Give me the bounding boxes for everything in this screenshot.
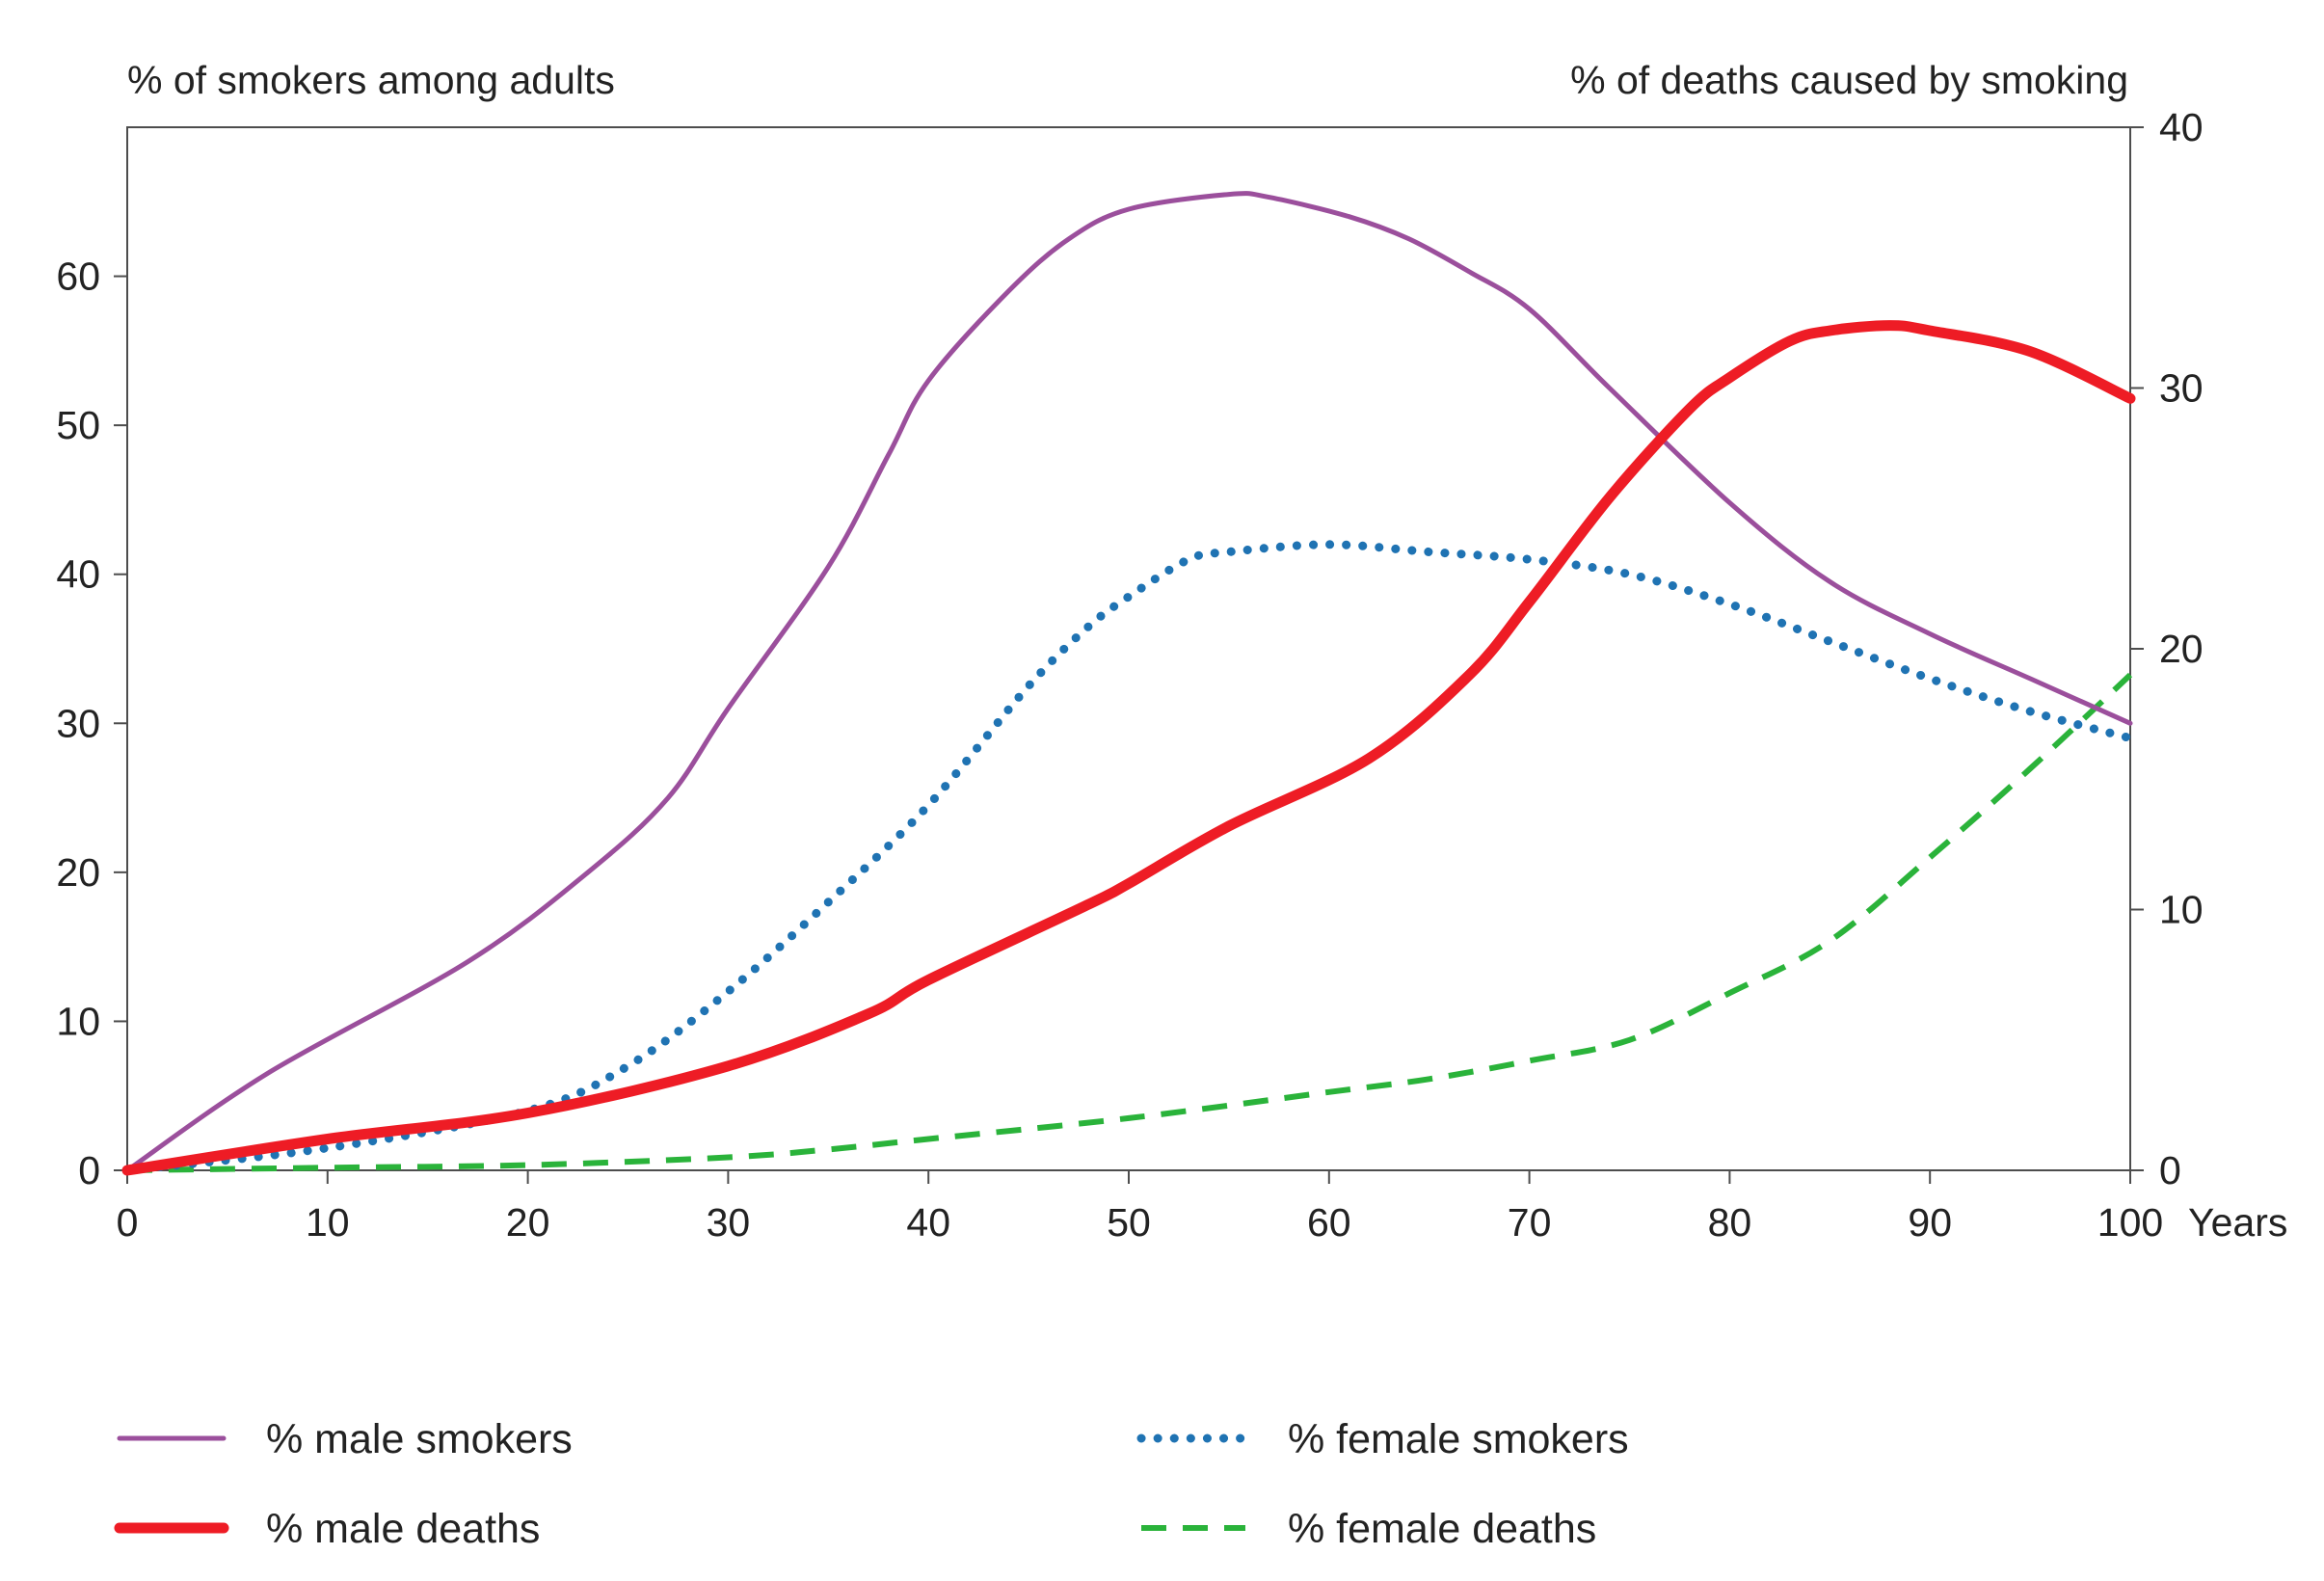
- series-line-3: [126, 672, 2133, 1173]
- left-tick-label: 0: [78, 1148, 100, 1192]
- x-tick-label: 60: [1307, 1200, 1351, 1245]
- series-layer: [121, 191, 2136, 1176]
- series-line-0: [124, 191, 2133, 1173]
- plot-frame: [126, 126, 2131, 1171]
- x-tick-label: 10: [306, 1200, 350, 1245]
- left-tick-label: 30: [56, 701, 100, 745]
- right-y-axis: 0 10 20 30 40: [2130, 105, 2204, 1192]
- series-line-2: [121, 320, 2136, 1176]
- legend-label-1: % female smokers: [1288, 1416, 1629, 1462]
- x-tick-label: 0: [117, 1200, 139, 1245]
- x-tick-label: 20: [506, 1200, 550, 1245]
- right-tick-label: 10: [2159, 888, 2204, 932]
- x-axis: 0 10 20 30 40 50 60 70 80 90 100: [117, 1170, 2163, 1245]
- right-axis-title: % of deaths caused by smoking: [1570, 58, 2128, 102]
- right-tick-label: 0: [2159, 1148, 2181, 1192]
- x-tick-label: 40: [906, 1200, 950, 1245]
- right-tick-label: 20: [2159, 627, 2204, 671]
- legend-label-2: % male deaths: [266, 1506, 540, 1552]
- left-y-axis: 0 10 20 30 40 50 60: [56, 255, 127, 1192]
- x-axis-unit-label: Years: [2188, 1200, 2287, 1245]
- x-tick-label: 80: [1708, 1200, 1752, 1245]
- left-tick-label: 20: [56, 850, 100, 895]
- x-tick-label: 100: [2097, 1200, 2163, 1245]
- right-tick-label: 30: [2159, 366, 2204, 411]
- left-axis-title: % of smokers among adults: [127, 58, 615, 102]
- legend-label-3: % female deaths: [1288, 1506, 1596, 1552]
- x-tick-label: 90: [1908, 1200, 1952, 1245]
- legend: % male smokers % female smokers % male dea…: [114, 1416, 1629, 1552]
- legend-label-0: % male smokers: [266, 1416, 573, 1462]
- x-tick-label: 70: [1508, 1200, 1552, 1245]
- left-tick-label: 40: [56, 552, 100, 597]
- left-tick-label: 10: [56, 999, 100, 1043]
- left-tick-label: 60: [56, 255, 100, 299]
- left-tick-label: 50: [56, 403, 100, 447]
- series-line-1: [122, 540, 2135, 1175]
- x-tick-label: 30: [707, 1200, 751, 1245]
- x-tick-label: 50: [1107, 1200, 1151, 1245]
- right-tick-label: 40: [2159, 105, 2204, 149]
